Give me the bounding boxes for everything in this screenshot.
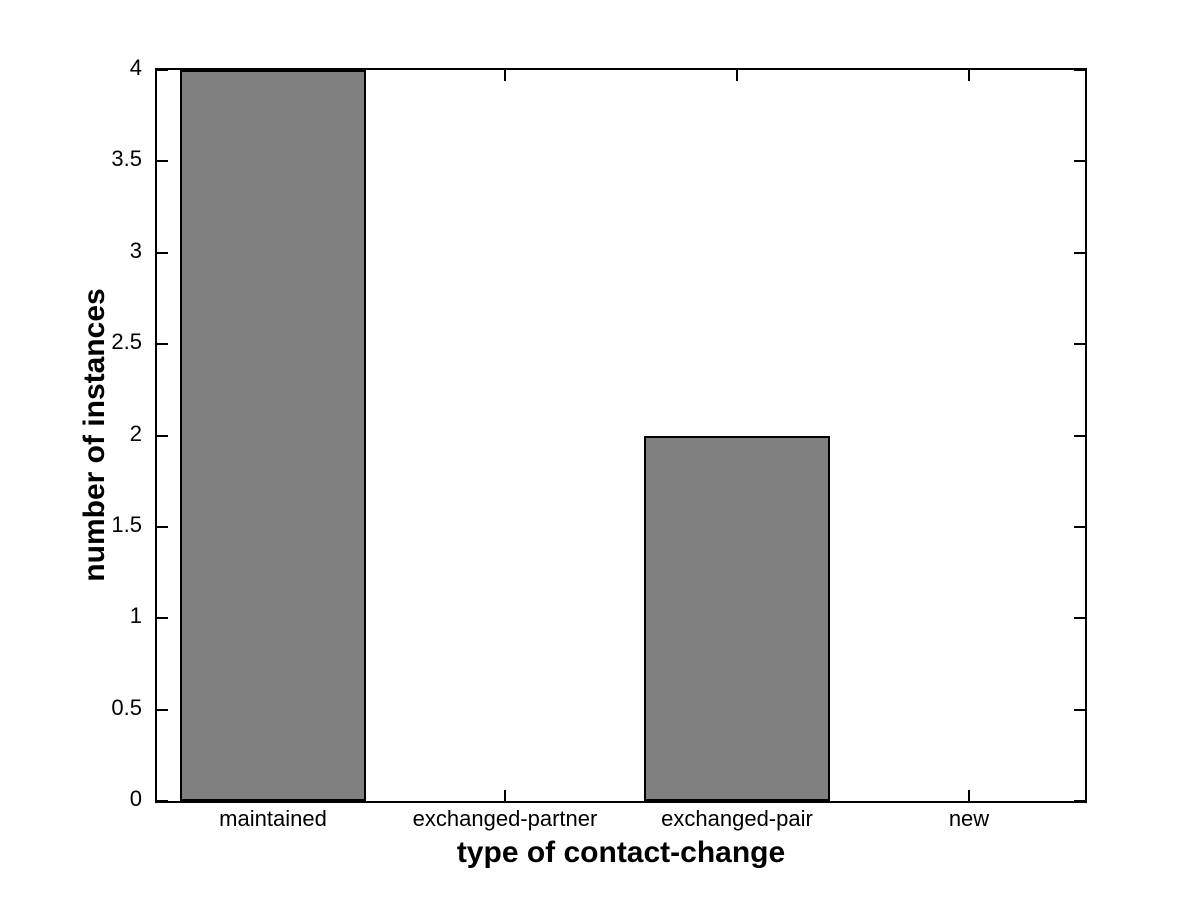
y-tick-right xyxy=(1074,434,1085,437)
y-tick-label: 2 xyxy=(129,420,142,446)
x-tick-bottom xyxy=(968,790,970,801)
y-tick-left xyxy=(157,343,168,346)
y-tick-right xyxy=(1074,617,1085,620)
y-tick-left xyxy=(157,251,168,254)
plot-area xyxy=(155,68,1087,803)
y-tick-label: 3.5 xyxy=(111,146,142,172)
y-tick-label: 0 xyxy=(129,786,142,811)
y-tick-left xyxy=(157,525,168,528)
y-tick-left xyxy=(157,617,168,620)
y-tick-label: 1.5 xyxy=(111,511,142,537)
y-tick-label: 3 xyxy=(129,237,142,263)
y-tick-right xyxy=(1074,69,1085,71)
y-tick-left xyxy=(157,160,168,163)
x-tick-top xyxy=(968,70,970,81)
x-tick-top xyxy=(504,70,506,81)
y-tick-left xyxy=(157,434,168,437)
y-tick-right xyxy=(1074,251,1085,254)
bar xyxy=(644,435,830,801)
x-tick-label: new xyxy=(948,806,990,831)
x-tick-label: exchanged-pair xyxy=(661,806,813,831)
y-tick-label: 1 xyxy=(129,603,142,629)
x-tick-bottom xyxy=(504,790,506,801)
x-axis-label: type of contact-change xyxy=(456,836,786,869)
x-tick-label: exchanged-partner xyxy=(412,806,598,831)
y-tick-left xyxy=(157,69,168,71)
y-tick-left xyxy=(157,708,168,711)
y-tick-right xyxy=(1074,525,1085,528)
y-tick-label: 0.5 xyxy=(111,694,142,720)
y-tick-right xyxy=(1074,343,1085,346)
x-tick-label: maintained xyxy=(219,806,327,831)
x-tick-top xyxy=(736,70,738,81)
y-tick-left xyxy=(157,800,168,802)
y-tick-right xyxy=(1074,160,1085,163)
y-tick-label: 4 xyxy=(129,55,142,80)
y-tick-right xyxy=(1074,708,1085,711)
bar xyxy=(180,70,366,801)
y-tick-right xyxy=(1074,800,1085,802)
y-tick-label: 2.5 xyxy=(111,329,142,355)
